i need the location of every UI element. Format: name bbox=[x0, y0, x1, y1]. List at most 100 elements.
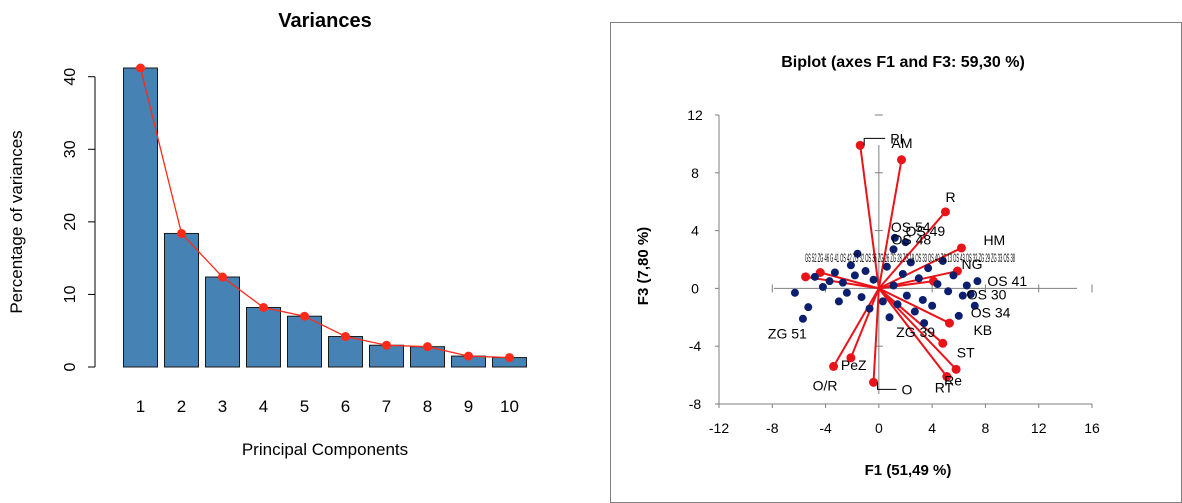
biplot-x-tick-label: -4 bbox=[819, 420, 832, 436]
biplot-variable-label: PI bbox=[890, 130, 903, 146]
biplot-frame bbox=[610, 22, 1182, 503]
biplot-x-tick-label: 16 bbox=[1084, 420, 1100, 436]
biplot-observation-point bbox=[861, 267, 870, 276]
biplot-observation-point bbox=[924, 264, 933, 273]
biplot-variable-label: KB bbox=[973, 322, 992, 338]
biplot-observation-label: ZG 39 bbox=[896, 324, 935, 340]
biplot-label-leader bbox=[863, 137, 886, 146]
biplot-observation-point bbox=[949, 271, 958, 280]
biplot-variable-label: HM bbox=[983, 232, 1005, 248]
biplot-variable-vector bbox=[819, 271, 880, 290]
scree-line-point bbox=[259, 302, 268, 312]
biplot-variable-point bbox=[956, 243, 966, 253]
biplot-observation-point bbox=[842, 288, 851, 297]
biplot-observation-point bbox=[970, 301, 979, 310]
biplot-observation-point bbox=[798, 314, 807, 323]
biplot-observation-label: OS 41 bbox=[987, 273, 1027, 289]
biplot-observation-point bbox=[830, 268, 839, 277]
scree-x-tick-label: 5 bbox=[300, 397, 309, 416]
biplot-y-tick-label: -8 bbox=[689, 396, 702, 412]
biplot-observation-point bbox=[853, 249, 862, 258]
biplot-observation-point bbox=[889, 245, 898, 254]
biplot-observation-point bbox=[920, 319, 929, 328]
scree-y-tick-label: 20 bbox=[62, 213, 79, 231]
biplot-variable-vector bbox=[872, 288, 880, 383]
biplot-observation-point bbox=[938, 256, 947, 265]
scree-x-tick-label: 4 bbox=[259, 397, 268, 416]
biplot-variable-point bbox=[846, 353, 856, 363]
scree-y-tick-label: 40 bbox=[62, 68, 79, 86]
biplot-observation-point bbox=[958, 291, 967, 300]
biplot-title: Biplot (axes F1 and F3: 59,30 %) bbox=[781, 54, 1025, 71]
biplot-x-tick-label: 12 bbox=[1031, 420, 1047, 436]
biplot-overlapping-labels: GS 52 ZG 46 G 41 OS 42 ZG 32 OS 36 ZG 26… bbox=[805, 251, 1015, 265]
scree-x-tick-label: 10 bbox=[500, 397, 519, 416]
biplot-observation-label: OS 34 bbox=[971, 305, 1011, 321]
scree-line-point bbox=[423, 342, 432, 352]
biplot-y-tick-label: 12 bbox=[687, 107, 703, 123]
biplot-observation-point bbox=[944, 287, 953, 296]
biplot-observation-point bbox=[889, 281, 898, 290]
biplot-variable-vector bbox=[877, 159, 903, 289]
scree-bar bbox=[164, 232, 199, 368]
biplot-observation-point bbox=[933, 280, 942, 289]
biplot-variable-vector bbox=[878, 287, 944, 345]
scree-line-series bbox=[139, 67, 510, 359]
biplot-variable-point bbox=[938, 338, 948, 348]
biplot-observation-point bbox=[966, 290, 975, 299]
biplot-variable-vector bbox=[878, 280, 934, 290]
scree-bar bbox=[123, 67, 158, 368]
biplot-variable-point bbox=[801, 272, 811, 282]
biplot-observation-point bbox=[885, 313, 894, 322]
biplot-variable-label: Re bbox=[944, 372, 962, 388]
scree-line-point bbox=[300, 311, 309, 321]
biplot-variable-label: R bbox=[945, 189, 955, 205]
biplot-observation-point bbox=[850, 271, 859, 280]
biplot-observation-point bbox=[914, 274, 923, 283]
biplot-chart: Biplot (axes F1 and F3: 59,30 %) F3 (7,8… bbox=[610, 22, 1182, 503]
biplot-observation-point bbox=[878, 297, 887, 306]
scree-line-point bbox=[177, 228, 186, 238]
scree-line-point bbox=[136, 63, 145, 73]
biplot-observation-label: OS 54 bbox=[891, 219, 931, 235]
scree-line-point bbox=[218, 272, 227, 282]
scree-line-point bbox=[382, 340, 391, 350]
scree-plot: Variances Percentage of variances Princi… bbox=[7, 10, 527, 459]
scree-x-tick-label: 9 bbox=[464, 397, 473, 416]
biplot-y-tick-label: -4 bbox=[689, 338, 702, 354]
scree-bar bbox=[287, 315, 322, 368]
biplot-observation-point bbox=[906, 258, 915, 267]
biplot-variable-vector bbox=[849, 288, 880, 359]
scree-y-tick-label: 30 bbox=[62, 140, 79, 158]
biplot-observation-point bbox=[857, 293, 866, 302]
biplot-observation-point bbox=[973, 277, 982, 286]
biplot-variable-point bbox=[855, 140, 865, 150]
biplot-observation-point bbox=[962, 281, 971, 290]
biplot-variable-point bbox=[942, 372, 952, 382]
biplot-variable-point bbox=[869, 377, 879, 387]
biplot-variable-point bbox=[951, 364, 961, 374]
biplot-variable-label: O/R bbox=[813, 377, 838, 393]
scree-title: Variances bbox=[278, 10, 371, 32]
scree-y-tick-label: 0 bbox=[62, 362, 79, 371]
biplot-observation-point bbox=[846, 261, 855, 270]
biplot-variable-label: ST bbox=[957, 344, 975, 360]
biplot-x-tick-label: 0 bbox=[875, 420, 883, 436]
biplot-observation-point bbox=[910, 307, 919, 316]
biplot-observation-point bbox=[818, 282, 827, 291]
scree-bar bbox=[205, 276, 240, 368]
scree-y-label: Percentage of variances bbox=[7, 130, 26, 313]
biplot-x-tick-label: -12 bbox=[709, 420, 729, 436]
biplot-x-tick-label: -8 bbox=[766, 420, 779, 436]
scree-x-label: Principal Components bbox=[242, 440, 408, 459]
biplot-observation-point bbox=[918, 295, 927, 304]
scree-x-tick-label: 3 bbox=[218, 397, 227, 416]
biplot-observation-point bbox=[893, 300, 902, 309]
biplot-y-tick-label: 0 bbox=[691, 280, 699, 296]
biplot-observation-point bbox=[869, 275, 878, 284]
biplot-variable-point bbox=[944, 318, 954, 328]
scree-x-tick-label: 8 bbox=[423, 397, 432, 416]
biplot-y-label: F3 (7,80 %) bbox=[635, 227, 652, 305]
biplot-observation-point bbox=[834, 297, 843, 306]
biplot-observation-point bbox=[902, 291, 911, 300]
